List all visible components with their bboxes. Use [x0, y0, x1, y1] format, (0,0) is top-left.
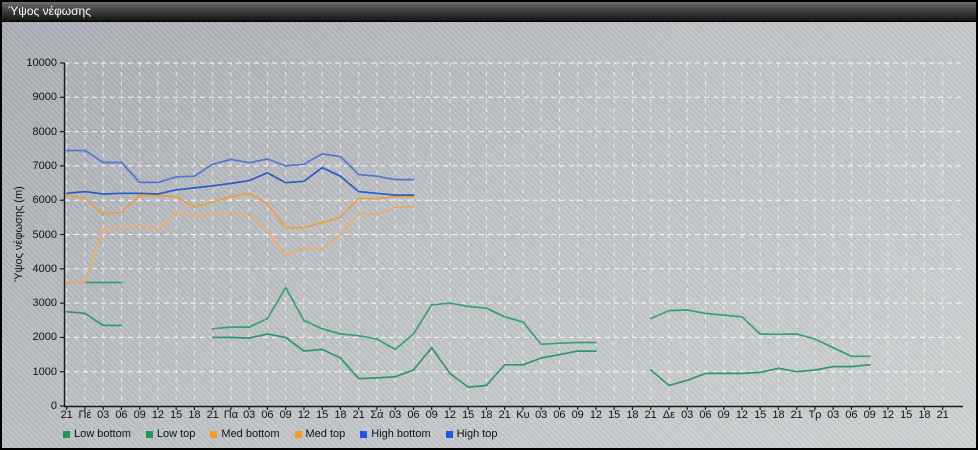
x-tick-label: 18	[772, 409, 785, 421]
chart-legend: Low bottom Low top Med bottom Med top High b…	[63, 426, 498, 442]
legend-label: High top	[456, 428, 498, 440]
axes	[63, 63, 963, 408]
x-tick-label: 18	[188, 409, 201, 421]
x-tick-label: 12	[297, 409, 311, 421]
y-tick-label: 5000	[32, 228, 57, 241]
x-tick-label: 09	[279, 409, 292, 421]
legend-item-high-top: High top	[445, 428, 498, 440]
x-tick-label: 12	[881, 409, 895, 421]
x-tick-label: 12	[735, 409, 749, 421]
legend-swatch	[445, 430, 453, 438]
x-tick-label: Πα	[223, 409, 239, 421]
x-tick-label: 15	[754, 409, 767, 421]
x-tick-label: Τρ	[808, 409, 822, 421]
x-tick-label: Κυ	[516, 409, 530, 421]
x-tick-label: 21	[206, 409, 219, 421]
x-tick-label: 03	[827, 409, 840, 421]
y-tick-label: 8000	[32, 125, 57, 138]
legend-swatch	[294, 430, 302, 438]
x-tick-label: 09	[863, 409, 876, 421]
x-tick-label: Πέ	[78, 409, 92, 421]
legend-label: Low bottom	[74, 428, 131, 440]
x-tick-label: 15	[316, 409, 329, 421]
x-tick-label: 15	[462, 409, 475, 421]
x-tick-label: 12	[589, 409, 603, 421]
x-tick-label: 21	[498, 409, 511, 421]
y-tick-label: 6000	[32, 194, 57, 207]
x-tick-label: 09	[133, 409, 146, 421]
legend-item-low-top: Low top	[145, 428, 196, 440]
x-tick-label: 18	[480, 409, 493, 421]
x-tick-label: 03	[97, 409, 110, 421]
x-tick-label: 18	[626, 409, 639, 421]
y-tick-label: 9000	[32, 91, 57, 104]
x-tick-label: Δε	[662, 409, 676, 421]
series-line-med-bottom	[65, 206, 415, 284]
legend-label: Med top	[305, 428, 346, 440]
x-tick-label: 06	[407, 409, 420, 421]
x-tick-label: 15	[608, 409, 621, 421]
x-tick-label: 12	[443, 409, 457, 421]
x-tick-label: 09	[717, 409, 730, 421]
legend-swatch	[145, 430, 153, 438]
legend-item-med-bottom: Med bottom	[210, 428, 280, 440]
y-tick-label: 3000	[32, 297, 57, 310]
y-tick-label: 7000	[32, 159, 57, 172]
legend-swatch	[360, 430, 368, 438]
legend-label: Low top	[156, 428, 196, 440]
series-line-med-top	[65, 192, 415, 229]
y-tick-label: 10000	[26, 57, 57, 69]
x-tick-label: 06	[699, 409, 712, 421]
y-tick-label: 1000	[32, 365, 57, 378]
legend-item-low-bottom: Low bottom	[63, 428, 131, 440]
x-tick-label: 21	[60, 409, 73, 421]
series-line-low-bottom	[65, 310, 871, 388]
x-tick-label: 06	[261, 409, 274, 421]
x-tick-label: 15	[900, 409, 913, 421]
y-tick-label: 4000	[32, 262, 57, 275]
x-tick-label: 15	[170, 409, 183, 421]
legend-label: High bottom	[371, 428, 431, 440]
x-tick-label: 18	[334, 409, 347, 421]
y-tick-label: 0	[50, 400, 57, 412]
legend-label: Med bottom	[221, 428, 280, 440]
x-tick-label: 18	[918, 409, 931, 421]
x-tick-label: 03	[389, 409, 402, 421]
x-tick-label: 09	[425, 409, 438, 421]
x-tick-label: 06	[845, 409, 858, 421]
x-tick-label: Σά	[370, 409, 384, 421]
legend-item-high-bottom: High bottom	[360, 428, 431, 440]
y-tick-label: 2000	[32, 331, 57, 344]
x-tick-label: 21	[936, 409, 949, 421]
legend-swatch	[210, 430, 218, 438]
window-title: Ύψος νέφωσης	[8, 4, 91, 18]
x-tick-label: 21	[790, 409, 803, 421]
x-tick-label: 06	[115, 409, 128, 421]
series-line-high-bottom	[65, 166, 415, 196]
x-tick-label: 03	[681, 409, 694, 421]
legend-swatch	[63, 430, 70, 438]
legend-item-med-top: Med top	[294, 428, 346, 440]
x-tick-label: 12	[151, 409, 165, 421]
x-tick-label: 03	[535, 409, 548, 421]
x-tick-label: 03	[243, 409, 256, 421]
series-line-high-top	[65, 149, 415, 184]
window-titlebar: Ύψος νέφωσης	[0, 0, 978, 22]
x-tick-label: 21	[352, 409, 365, 421]
x-tick-label: 09	[571, 409, 584, 421]
x-tick-label: 06	[553, 409, 566, 421]
x-tick-label: 21	[644, 409, 657, 421]
